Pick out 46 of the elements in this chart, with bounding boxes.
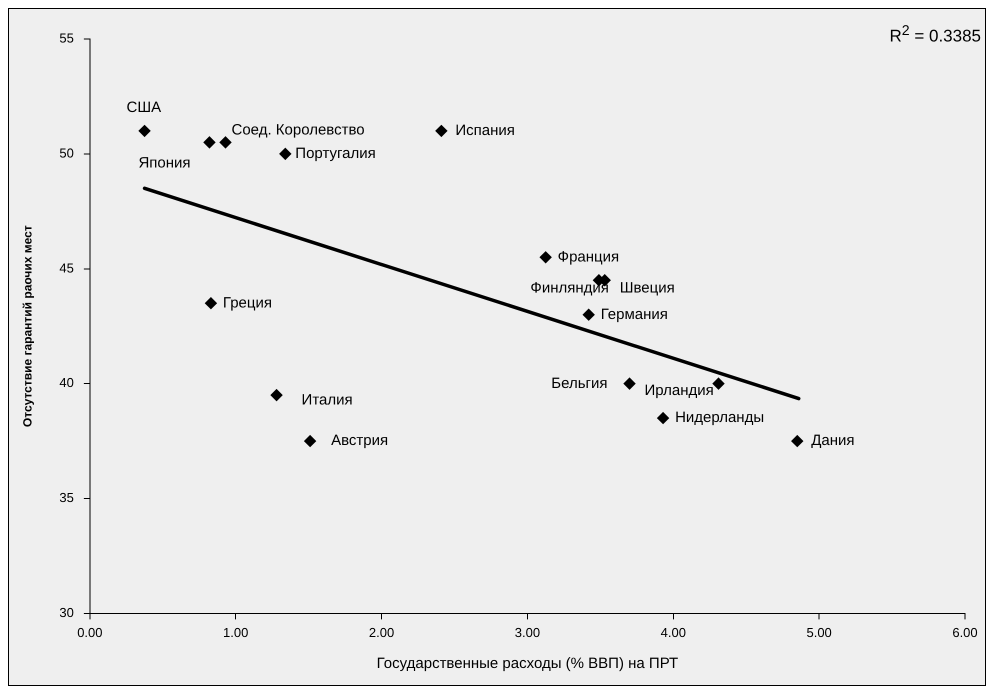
- x-tick-label: 4.00: [660, 624, 686, 640]
- annotation: Испания: [455, 122, 515, 140]
- annotation: Дания: [811, 432, 855, 450]
- point: [304, 435, 316, 448]
- point: [582, 308, 595, 321]
- point: [624, 378, 636, 390]
- annotation: Германия: [600, 306, 668, 323]
- y-tick-label: 40: [59, 375, 74, 390]
- point: [712, 378, 724, 390]
- point: [435, 124, 448, 137]
- x-tick-label: 5.00: [806, 624, 832, 640]
- annotation: Португалия: [295, 145, 376, 162]
- point: [657, 412, 670, 424]
- annotation: США: [126, 99, 162, 116]
- x-tick-label: 2.00: [368, 624, 394, 640]
- x-axis-title: Государственные расходы (% ВВП) на ПРТ: [376, 655, 678, 672]
- point: [203, 136, 216, 148]
- annotation: Ирландия: [644, 382, 714, 399]
- annotation: Италия: [302, 391, 353, 408]
- point: [204, 297, 217, 310]
- annotation: Япония: [138, 154, 191, 172]
- y-tick-label: 50: [59, 145, 74, 160]
- y-tick-label: 35: [59, 490, 74, 506]
- x-tick-label: 1.00: [223, 624, 248, 640]
- point: [279, 148, 292, 160]
- x-tick-label: 3.00: [514, 624, 540, 640]
- annotation: R$^{2}$ = 0.3385: [889, 23, 981, 47]
- annotation: Финляндия: [530, 279, 609, 296]
- x-tick-label: 0.00: [77, 624, 103, 640]
- annotation: Франция: [558, 248, 620, 266]
- point: [220, 136, 232, 148]
- annotation: Австрия: [331, 432, 388, 450]
- annotation: Нидерланды: [675, 409, 764, 426]
- annotation: Соед. Королевство: [232, 122, 365, 139]
- point: [138, 124, 151, 137]
- x-tick-label: 6.00: [952, 624, 978, 640]
- y-tick-label: 45: [59, 260, 74, 276]
- annotation: Греция: [222, 294, 272, 312]
- point: [791, 435, 804, 448]
- y-axis-title: Отсутствие гарантий раочих мест: [20, 225, 35, 428]
- point: [540, 251, 552, 264]
- y-tick-label: 55: [59, 30, 74, 46]
- y-tick-label: 30: [59, 604, 74, 620]
- annotation: Бельгия: [551, 374, 608, 392]
- annotation: Швеция: [620, 279, 675, 296]
- point: [270, 389, 283, 402]
